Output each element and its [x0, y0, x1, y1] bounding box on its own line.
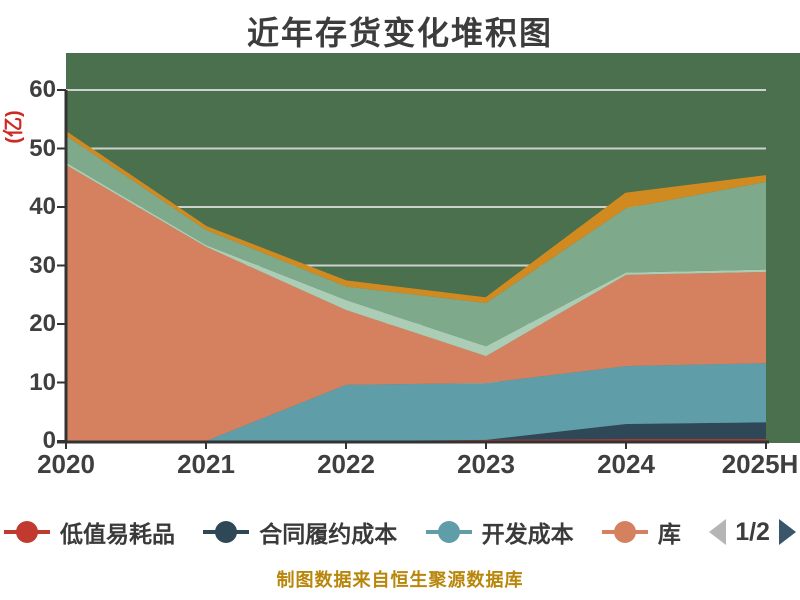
x-tick-label-2024: 2024: [597, 449, 655, 479]
y-tick-label-20: 20: [29, 310, 56, 337]
y-tick-label-60: 60: [29, 76, 56, 103]
y-tick-label-10: 10: [29, 369, 56, 396]
y-tick-label-40: 40: [29, 193, 56, 220]
legend-marker-icon: [601, 520, 648, 544]
x-tick-label-2021: 2021: [177, 449, 235, 479]
legend-item-label: 库: [657, 521, 681, 547]
area-series-库[interactable]: [66, 164, 766, 441]
legend-bar: 低值易耗品 合同履约成本 开发成本 库 1/2: [0, 509, 800, 555]
x-tick-label-2023: 2023: [457, 449, 515, 479]
legend-item-low-value-consumables[interactable]: 低值易耗品: [4, 515, 175, 549]
stack-top-line: [65, 131, 767, 301]
legend-item-contract-performance-cost[interactable]: 合同履约成本: [203, 515, 397, 549]
area-series-5[interactable]: [66, 135, 766, 347]
legend-item-inventory-goods[interactable]: 库: [601, 515, 681, 549]
legend-item-development-cost[interactable]: 开发成本: [425, 515, 574, 549]
y-tick-label-50: 50: [29, 135, 56, 162]
legend-next-page-icon[interactable]: [778, 519, 796, 545]
x-tick-label-2025H: 2025H: [721, 449, 799, 479]
chart-title: 近年存货变化堆积图: [246, 15, 553, 51]
legend-marker-icon: [4, 520, 50, 544]
y-tick-label-30: 30: [29, 252, 56, 279]
legend-marker-icon: [425, 520, 472, 544]
legend-page-indicator: 1/2: [735, 517, 770, 546]
x-tick-label-2020: 2020: [37, 449, 95, 479]
x-tick-label-2022: 2022: [317, 449, 375, 479]
legend-marker-icon: [203, 520, 250, 544]
legend-pager: 1/2: [709, 518, 796, 547]
data-source-note: 制图数据来自恒生聚源数据库: [276, 570, 524, 590]
legend-prev-page-icon[interactable]: [709, 519, 727, 545]
legend-item-label: 合同履约成本: [259, 521, 398, 547]
area-series-开发成本[interactable]: [66, 363, 766, 441]
y-tick-label-0: 0: [42, 427, 56, 454]
area-series-合同履约成本[interactable]: [66, 422, 766, 441]
legend-item-label: 低值易耗品: [60, 521, 175, 547]
legend-item-label: 开发成本: [481, 521, 574, 547]
